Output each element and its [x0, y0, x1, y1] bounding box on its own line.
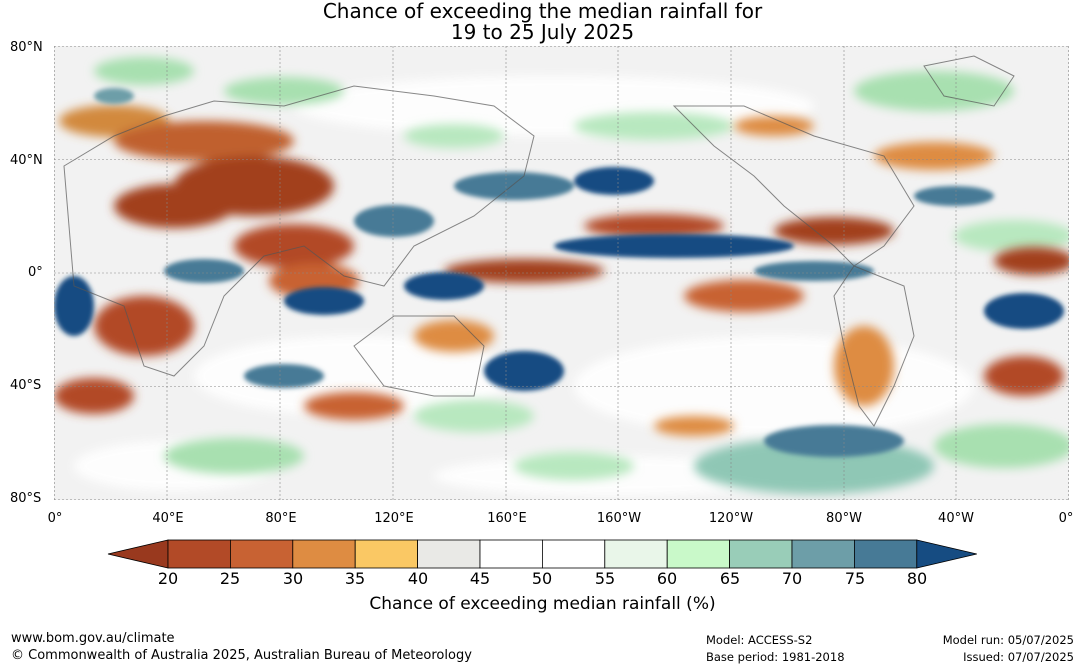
- colorbar-swatch: [604, 539, 668, 569]
- map-title-line-2: 19 to 25 July 2025: [450, 20, 635, 44]
- lat-label-0: 0°: [28, 265, 43, 280]
- lat-label-80s: 80°S: [10, 491, 42, 506]
- colorbar-tick: 65: [719, 569, 741, 588]
- colorbar-extend-low: [107, 539, 169, 569]
- lon-label-120w: 120°W: [708, 511, 754, 526]
- colorbar-title: Chance of exceeding median rainfall (%): [369, 594, 716, 614]
- lon-label-80e: 80°E: [265, 511, 297, 526]
- below-median-areas: [54, 105, 1074, 436]
- model-run-text: Model run: 05/07/2025: [942, 633, 1074, 647]
- colorbar: [107, 539, 977, 569]
- issued-text: Issued: 07/07/2025: [963, 650, 1074, 664]
- colorbar-swatch: [167, 539, 231, 569]
- lon-label-120e: 120°E: [374, 511, 414, 526]
- colorbar-tick: 75: [844, 569, 866, 588]
- colorbar-swatch: [791, 539, 855, 569]
- lon-label-0-right: 0°: [1058, 511, 1074, 526]
- map-canvas: [54, 46, 1074, 500]
- colorbar-swatch: [417, 539, 481, 569]
- website-text: www.bom.gov.au/climate: [11, 631, 175, 646]
- colorbar-swatch: [292, 539, 356, 569]
- copyright-text: © Commonwealth of Australia 2025, Austra…: [11, 648, 472, 663]
- lon-label-40e: 40°E: [152, 511, 184, 526]
- colorbar-swatch: [666, 539, 731, 569]
- colorbar-swatch: [479, 539, 543, 569]
- coastlines: [63, 55, 1015, 427]
- lon-label-80w: 80°W: [826, 511, 862, 526]
- colorbar-tick: 50: [531, 569, 553, 588]
- colorbar-tick: 45: [469, 569, 491, 588]
- model-text: Model: ACCESS-S2: [706, 633, 813, 647]
- colorbar-extend-high: [916, 539, 977, 569]
- colorbar-tick: 60: [656, 569, 678, 588]
- colorbar-tick: 80: [906, 569, 928, 588]
- colorbar-tick: 40: [407, 569, 429, 588]
- colorbar-tick: 20: [157, 569, 179, 588]
- colorbar-tick: 70: [781, 569, 803, 588]
- base-period-text: Base period: 1981-2018: [706, 650, 845, 664]
- rainfall-probability-map: [54, 46, 1074, 500]
- lat-label-40n: 40°N: [10, 153, 43, 168]
- colorbar-swatch: [354, 539, 419, 569]
- colorbar-tick: 35: [344, 569, 366, 588]
- lon-label-0: 0°: [47, 511, 63, 526]
- above-median-strong: [54, 88, 1064, 457]
- lat-label-40s: 40°S: [10, 378, 42, 393]
- colorbar-swatch: [854, 539, 918, 569]
- map-title-line-1: Chance of exceeding the median rainfall …: [322, 0, 763, 23]
- colorbar-swatch: [229, 539, 294, 569]
- colorbar-tick: 30: [282, 569, 304, 588]
- lon-label-40w: 40°W: [938, 511, 974, 526]
- lat-label-80n: 80°N: [10, 40, 43, 55]
- graticule: [54, 46, 1069, 500]
- colorbar-swatch: [729, 539, 793, 569]
- colorbar-swatch: [542, 539, 606, 569]
- lon-label-160e: 160°E: [487, 511, 527, 526]
- colorbar-tick: 55: [594, 569, 616, 588]
- colorbar-tick: 25: [219, 569, 241, 588]
- lon-label-160w: 160°W: [596, 511, 642, 526]
- above-median-light: [94, 57, 1074, 494]
